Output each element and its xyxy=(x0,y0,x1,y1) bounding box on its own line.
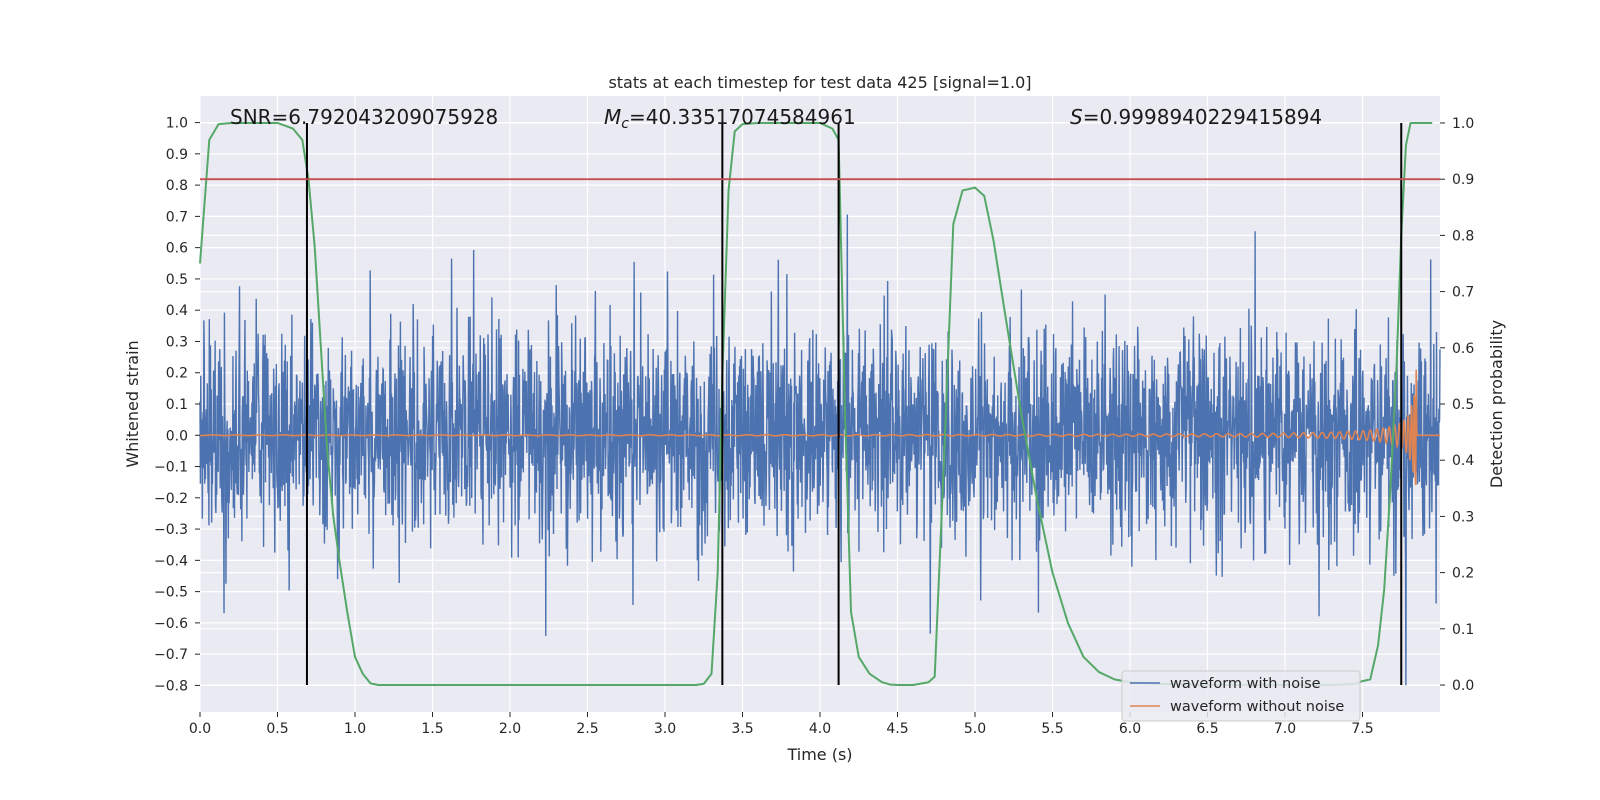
x-tick-label: 7.5 xyxy=(1351,721,1373,737)
y-tick-label: −0.1 xyxy=(154,460,188,476)
y2-tick-label: 0.0 xyxy=(1452,678,1474,694)
y-tick-label: −0.8 xyxy=(154,678,188,694)
legend: waveform with noise waveform without noi… xyxy=(1121,670,1361,722)
chirp-mass-value: =40.33517074584961 xyxy=(629,105,856,129)
x-tick-label: 3.5 xyxy=(731,721,753,737)
x-tick-label: 2.0 xyxy=(499,721,521,737)
legend-frame xyxy=(1121,670,1361,722)
y-tick-label: −0.2 xyxy=(154,491,188,507)
y-tick-label: 0.2 xyxy=(166,366,188,382)
y-tick-label: 0.7 xyxy=(166,209,188,225)
y-tick-label: −0.3 xyxy=(154,522,188,538)
chirp-mass-symbol: M xyxy=(604,105,621,129)
waveform-without-noise-line xyxy=(199,369,1440,486)
axis-ticks: 0.0 0.5 1.0 1.5 2.0 2.5 3.0 3.5 4.0 4.5 5.0 5.5 6.0 6… xyxy=(154,116,1474,737)
x-tick-label: 5.0 xyxy=(964,721,986,737)
snr-annotation: SNR=6.792043209075928 xyxy=(230,105,498,129)
chirp-mass-annotation: Mc=40.33517074584961 xyxy=(604,105,856,132)
y-tick-label: 0.8 xyxy=(166,178,188,194)
y-tick-label: 0.9 xyxy=(166,147,188,163)
x-tick-label: 1.5 xyxy=(421,721,443,737)
y-tick-label: 0.0 xyxy=(166,428,188,444)
chirp-mass-subscript: c xyxy=(621,116,629,132)
y-axis-label: Whitened strain xyxy=(123,340,142,467)
y-tick-label: −0.7 xyxy=(154,647,188,663)
y-tick-label: 0.1 xyxy=(166,397,188,413)
x-tick-label: 1.0 xyxy=(344,721,366,737)
x-tick-label: 3.0 xyxy=(654,721,676,737)
score-annotation: S=0.9998940229415894 xyxy=(1070,105,1322,129)
legend-label-noise: waveform with noise xyxy=(1170,676,1321,692)
y-tick-label: 0.3 xyxy=(166,334,188,350)
y2-tick-label: 0.7 xyxy=(1452,285,1474,301)
y2-tick-label: 0.4 xyxy=(1452,453,1474,469)
y2-tick-label: 0.6 xyxy=(1452,341,1474,357)
y2-tick-label: 1.0 xyxy=(1452,116,1474,132)
y2-axis-label: Detection probability xyxy=(1487,320,1506,488)
y-tick-label: −0.4 xyxy=(154,553,188,569)
score-symbol: S xyxy=(1070,105,1083,129)
y2-tick-label: 0.3 xyxy=(1452,509,1474,525)
x-tick-label: 2.5 xyxy=(576,721,598,737)
x-axis-label: Time (s) xyxy=(786,745,852,764)
x-tick-label: 4.0 xyxy=(809,721,831,737)
y-tick-label: −0.6 xyxy=(154,616,188,632)
waveform-with-noise-series xyxy=(199,214,1441,686)
x-tick-label: 5.5 xyxy=(1041,721,1063,737)
x-tick-label: 4.5 xyxy=(886,721,908,737)
y2-tick-label: 0.8 xyxy=(1452,228,1474,244)
y-tick-label: −0.5 xyxy=(154,585,188,601)
y2-tick-label: 0.1 xyxy=(1452,622,1474,638)
y2-tick-label: 0.2 xyxy=(1452,566,1474,582)
y-tick-label: 0.5 xyxy=(166,272,188,288)
y-tick-label: 0.6 xyxy=(166,241,188,257)
legend-label-signal: waveform without noise xyxy=(1170,699,1344,715)
y-tick-label: 0.4 xyxy=(166,303,188,319)
x-tick-label: 6.0 xyxy=(1119,721,1141,737)
score-value: =0.9998940229415894 xyxy=(1083,105,1322,129)
waveform-with-noise-line xyxy=(199,214,1441,686)
y2-tick-label: 0.5 xyxy=(1452,397,1474,413)
y2-tick-label: 0.9 xyxy=(1452,172,1474,188)
x-tick-label: 0.5 xyxy=(266,721,288,737)
x-tick-label: 6.5 xyxy=(1196,721,1218,737)
waveform-without-noise-series xyxy=(199,369,1440,486)
chart-title: stats at each timestep for test data 425… xyxy=(608,73,1031,92)
x-tick-label: 0.0 xyxy=(189,721,211,737)
vertical-markers xyxy=(305,122,1403,686)
x-tick-label: 7.0 xyxy=(1274,721,1296,737)
y-tick-label: 1.0 xyxy=(166,116,188,132)
